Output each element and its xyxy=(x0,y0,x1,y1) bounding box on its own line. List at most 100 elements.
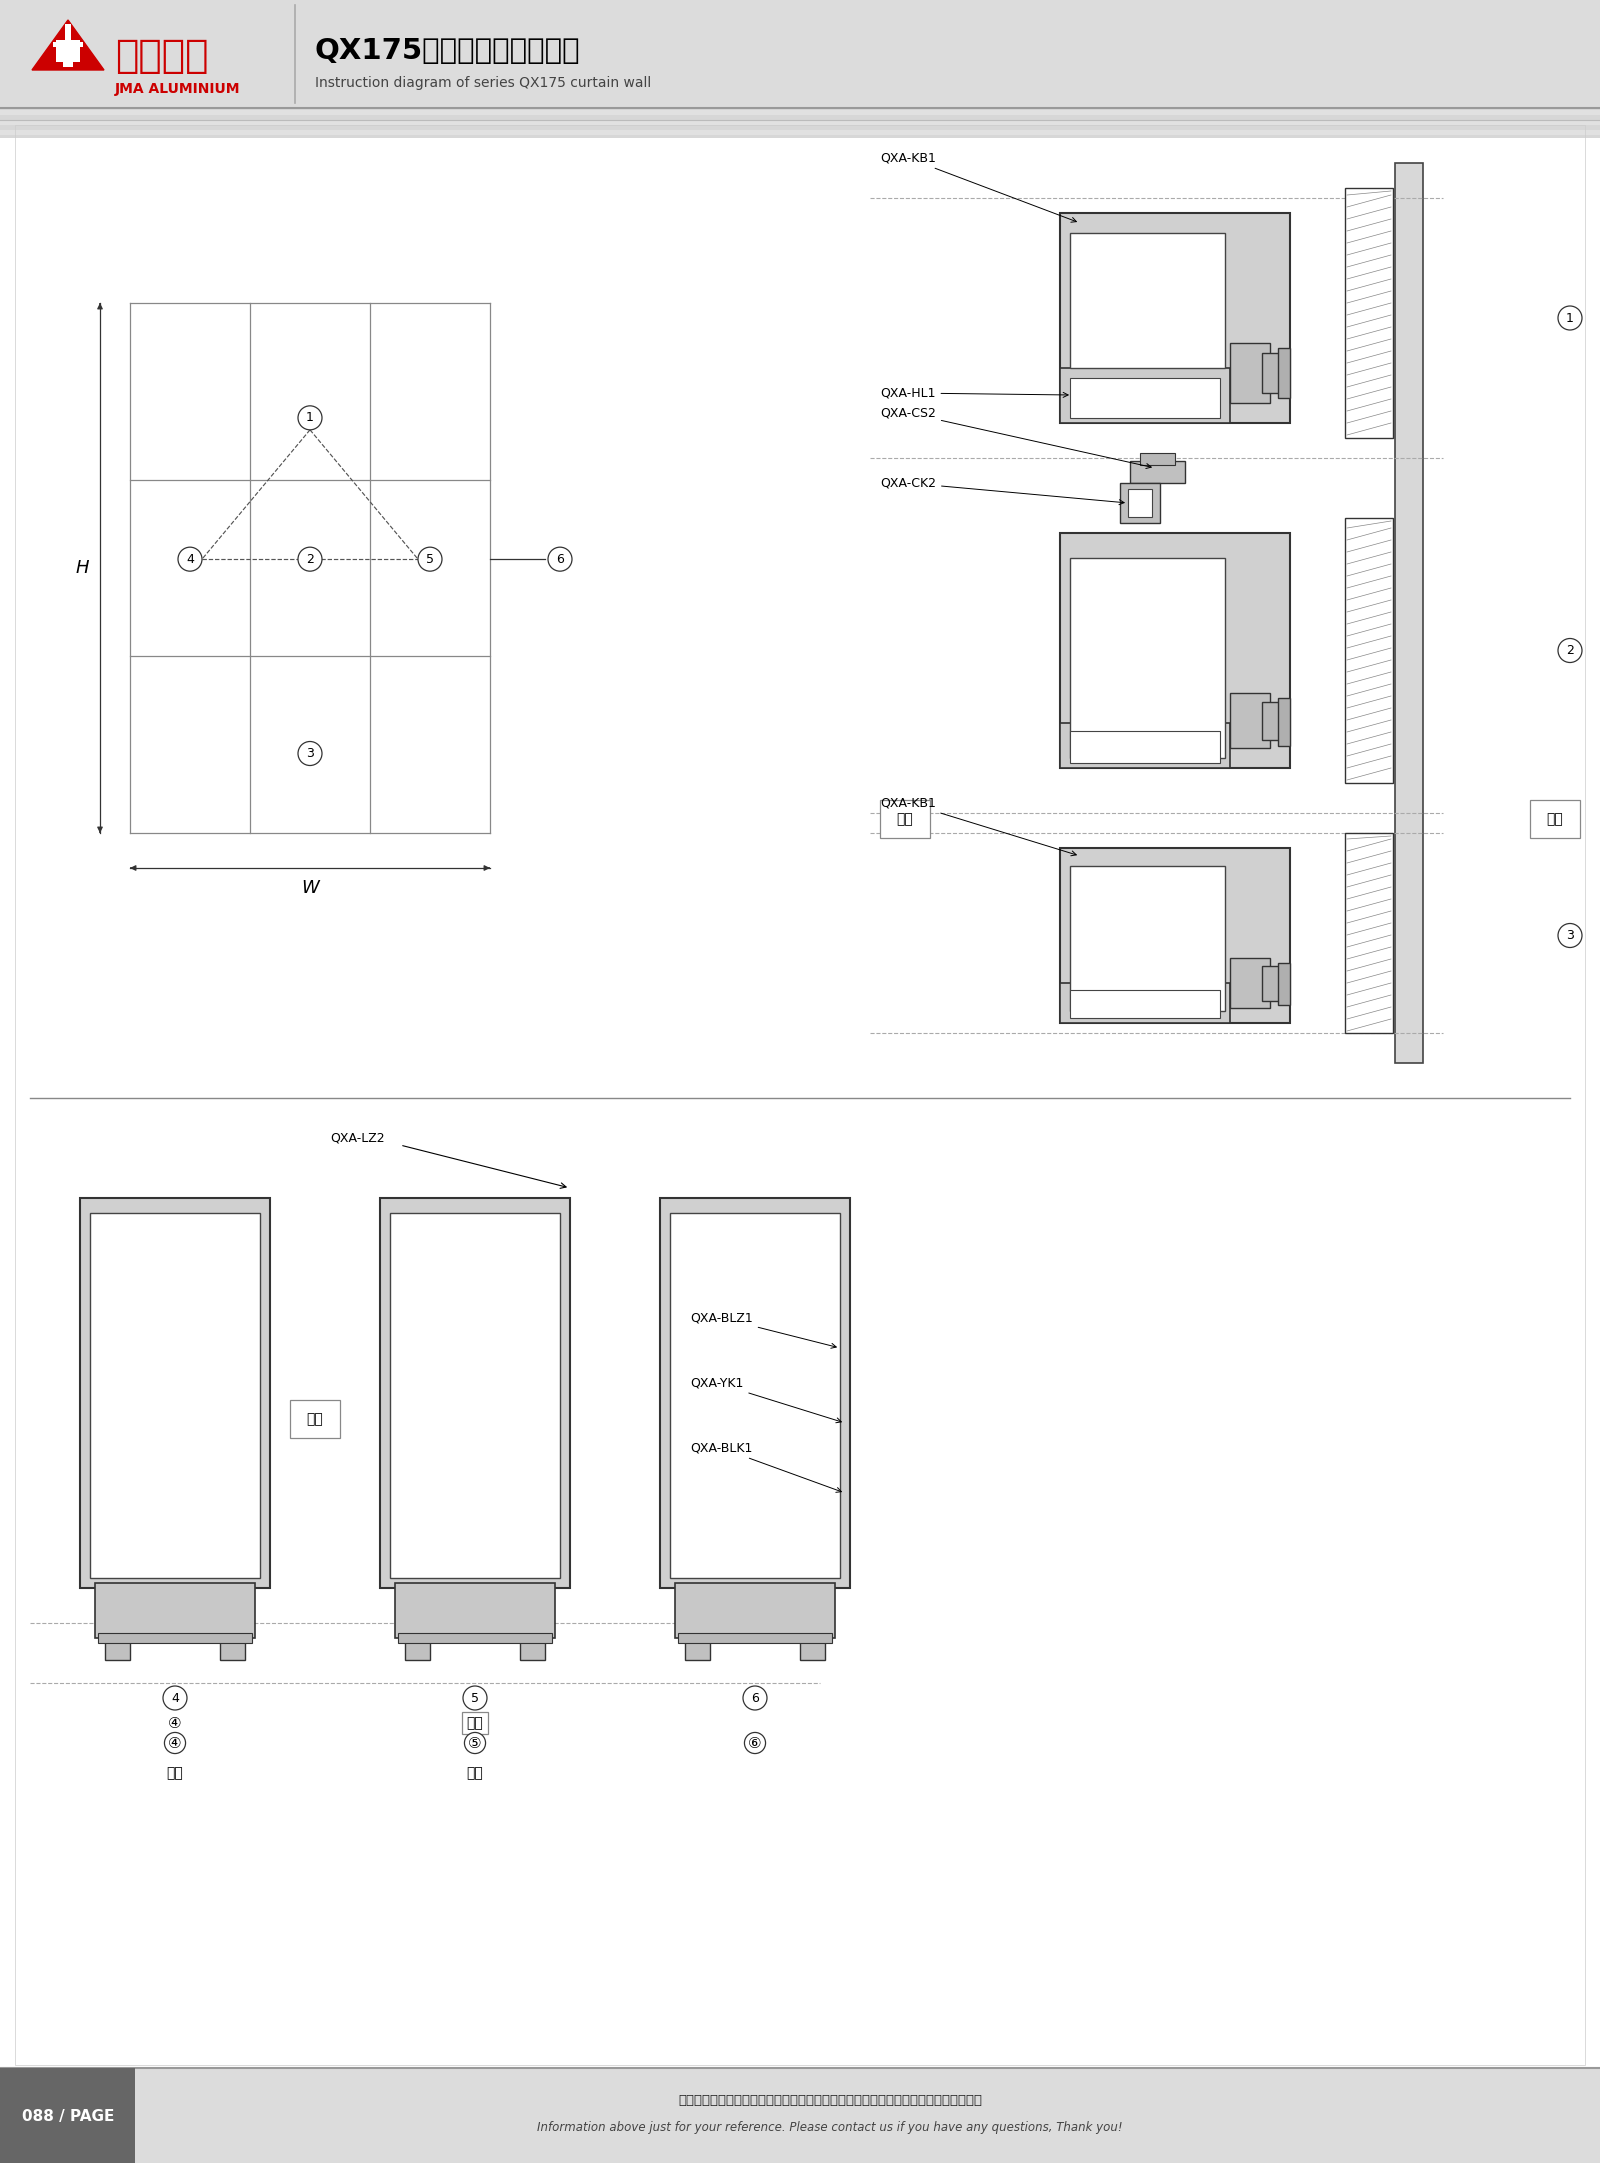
Bar xyxy=(0,2089,1600,2096)
Bar xyxy=(0,1110,1600,1114)
Bar xyxy=(0,1010,1600,1014)
Bar xyxy=(0,1441,1600,1445)
Bar xyxy=(1530,800,1581,837)
Bar xyxy=(0,1784,1600,1791)
Bar xyxy=(0,214,1600,221)
Bar xyxy=(1130,461,1186,482)
Bar xyxy=(0,1280,1600,1285)
Bar xyxy=(0,2044,1600,2051)
Bar xyxy=(0,411,1600,415)
Bar xyxy=(94,1583,254,1637)
Bar xyxy=(106,1635,130,1659)
Bar xyxy=(0,995,1600,999)
Bar xyxy=(0,145,1600,149)
Bar xyxy=(0,984,1600,991)
Bar xyxy=(1070,865,1226,1010)
Bar xyxy=(0,255,1600,260)
Circle shape xyxy=(1558,924,1582,947)
Bar xyxy=(0,1136,1600,1140)
Bar xyxy=(1128,489,1152,517)
Bar xyxy=(0,1681,1600,1685)
Bar xyxy=(0,374,1600,381)
Bar xyxy=(0,11,1600,15)
Bar xyxy=(0,1739,1600,1746)
Bar xyxy=(0,671,1600,675)
Bar xyxy=(0,1166,1600,1170)
Text: QXA-LZ2: QXA-LZ2 xyxy=(330,1131,384,1144)
Bar xyxy=(0,1391,1600,1395)
Bar xyxy=(0,1315,1600,1319)
Bar xyxy=(0,1605,1600,1609)
Bar xyxy=(0,1521,1600,1525)
Bar xyxy=(0,1330,1600,1335)
Bar xyxy=(0,1791,1600,1795)
Bar xyxy=(0,491,1600,495)
Bar xyxy=(0,1170,1600,1175)
Bar xyxy=(0,1730,1600,1735)
Bar xyxy=(0,1200,1600,1205)
Bar xyxy=(0,1209,1600,1216)
Bar xyxy=(0,774,1600,781)
Bar xyxy=(0,1964,1600,1970)
Bar xyxy=(0,1940,1600,1945)
Bar xyxy=(1070,991,1221,1019)
Bar xyxy=(0,340,1600,346)
Bar xyxy=(0,850,1600,854)
Bar xyxy=(0,1640,1600,1646)
Bar xyxy=(0,130,1600,134)
Text: QXA-BLK1: QXA-BLK1 xyxy=(690,1441,842,1492)
Bar xyxy=(0,1350,1600,1354)
Bar xyxy=(0,1255,1600,1261)
Bar xyxy=(1262,353,1280,394)
Bar xyxy=(0,1460,1600,1464)
Bar xyxy=(0,350,1600,355)
Bar xyxy=(0,2059,1600,2066)
Bar xyxy=(0,651,1600,655)
Bar xyxy=(0,366,1600,370)
Bar xyxy=(0,1384,1600,1391)
Bar xyxy=(0,1960,1600,1964)
Bar xyxy=(685,1635,710,1659)
Bar xyxy=(1139,452,1174,465)
Bar xyxy=(0,1410,1600,1415)
Bar xyxy=(0,1769,1600,1776)
Bar xyxy=(0,324,1600,331)
Bar xyxy=(0,1369,1600,1376)
Bar xyxy=(0,1631,1600,1635)
Bar xyxy=(0,950,1600,956)
Bar xyxy=(0,965,1600,969)
Bar xyxy=(0,331,1600,335)
Bar xyxy=(0,519,1600,526)
Bar xyxy=(0,1300,1600,1304)
Bar xyxy=(0,846,1600,850)
Bar xyxy=(0,1056,1600,1060)
Bar xyxy=(0,1849,1600,1856)
Bar xyxy=(0,1590,1600,1594)
Bar xyxy=(1278,963,1290,1006)
Bar xyxy=(0,210,1600,214)
Bar xyxy=(290,1399,339,1438)
Bar xyxy=(0,430,1600,435)
Bar xyxy=(0,1261,1600,1265)
Bar xyxy=(1395,162,1422,1062)
Bar xyxy=(0,286,1600,290)
Bar xyxy=(1059,982,1230,1023)
Bar xyxy=(0,1006,1600,1010)
Bar xyxy=(0,599,1600,606)
Bar xyxy=(1120,482,1160,523)
Circle shape xyxy=(298,547,322,571)
Bar xyxy=(0,99,1600,106)
Bar xyxy=(0,1040,1600,1045)
Bar xyxy=(0,820,1600,824)
Bar xyxy=(0,495,1600,500)
Text: JMA ALUMINIUM: JMA ALUMINIUM xyxy=(115,82,240,95)
Bar xyxy=(661,1198,850,1588)
Bar xyxy=(0,2124,1600,2131)
Bar xyxy=(0,1845,1600,1849)
Bar xyxy=(0,1319,1600,1326)
Bar xyxy=(0,110,1600,115)
Bar xyxy=(0,2081,1600,2085)
Bar xyxy=(0,1780,1600,1784)
Bar xyxy=(0,275,1600,279)
Bar xyxy=(0,1194,1600,1200)
